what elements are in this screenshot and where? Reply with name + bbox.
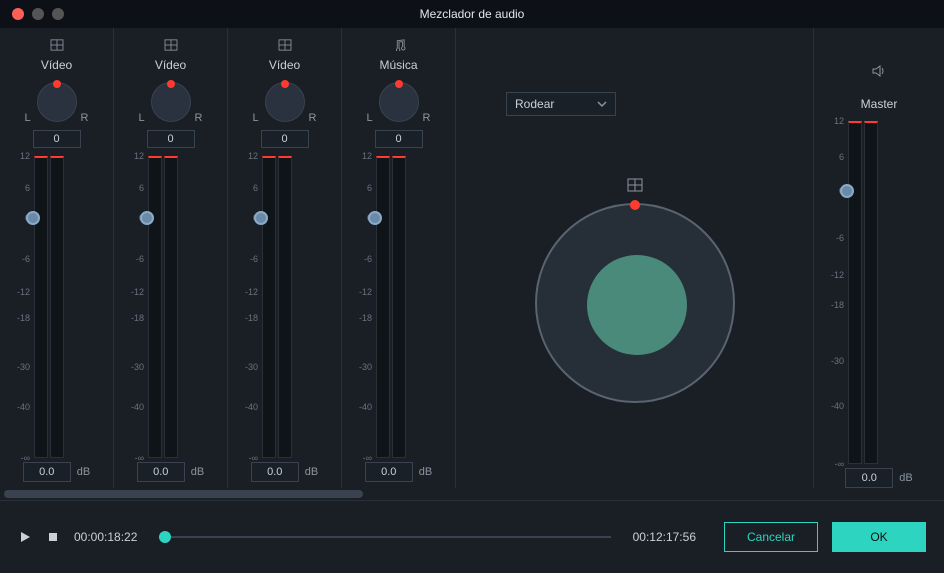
- video-icon: [49, 36, 65, 54]
- db-unit-label: dB: [305, 466, 318, 478]
- pan-knob-wrap: LR: [367, 78, 431, 126]
- surround-panel: Rodear: [456, 28, 814, 488]
- fader-knob[interactable]: [840, 184, 854, 198]
- fader-track[interactable]: [848, 121, 878, 464]
- pan-knob[interactable]: [379, 82, 419, 122]
- db-unit-label: dB: [899, 472, 912, 484]
- ok-button[interactable]: OK: [832, 522, 926, 552]
- scrollbar-thumb[interactable]: [4, 490, 363, 498]
- duration: 00:12:17:56: [633, 530, 696, 544]
- master-fader-area: 1260-6-12-18-30-40-∞: [814, 121, 944, 464]
- pan-right-label: R: [81, 112, 89, 124]
- master-db-input[interactable]: 0.0: [845, 468, 893, 488]
- fader-area: 1260-6-12-18-30-40-∞: [342, 156, 455, 458]
- channel-label: Vídeo: [269, 58, 300, 72]
- db-value-input[interactable]: 0.0: [251, 462, 299, 482]
- main-area: VídeoLR01260-6-12-18-30-40-∞0.0dBVídeoLR…: [0, 28, 944, 488]
- pan-right-label: R: [423, 112, 431, 124]
- speaker-icon: [871, 64, 887, 83]
- channel-strip-0: VídeoLR01260-6-12-18-30-40-∞0.0dB: [0, 28, 114, 488]
- pan-left-label: L: [253, 112, 259, 124]
- pan-knob[interactable]: [37, 82, 77, 122]
- fader-knob[interactable]: [368, 211, 382, 225]
- fader-knob[interactable]: [254, 211, 268, 225]
- fader-knob[interactable]: [140, 211, 154, 225]
- pan-knob-indicator: [281, 80, 289, 88]
- pan-knob-wrap: LR: [253, 78, 317, 126]
- playhead[interactable]: [159, 531, 171, 543]
- fader-area: 1260-6-12-18-30-40-∞: [228, 156, 341, 458]
- db-scale: 1260-6-12-18-30-40-∞: [348, 156, 372, 458]
- timeline[interactable]: [159, 536, 610, 538]
- pan-knob-wrap: LR: [139, 78, 203, 126]
- pan-knob-indicator: [167, 80, 175, 88]
- db-scale: 1260-6-12-18-30-40-∞: [820, 121, 844, 464]
- pan-knob-indicator: [53, 80, 61, 88]
- master-label: Master: [861, 97, 898, 111]
- fader-track[interactable]: [34, 156, 64, 458]
- window-title: Mezclador de audio: [0, 7, 944, 21]
- master-panel: Master 1260-6-12-18-30-40-∞ 0.0 dB: [814, 28, 944, 488]
- surround-mode-dropdown[interactable]: Rodear: [506, 92, 616, 116]
- fader-track[interactable]: [376, 156, 406, 458]
- channels-scrollbar[interactable]: [0, 488, 944, 500]
- fader-track[interactable]: [262, 156, 292, 458]
- fader-area: 1260-6-12-18-30-40-∞: [0, 156, 113, 458]
- db-scale: 1260-6-12-18-30-40-∞: [6, 156, 30, 458]
- channel-strip-container: VídeoLR01260-6-12-18-30-40-∞0.0dBVídeoLR…: [0, 28, 456, 488]
- db-value-input[interactable]: 0.0: [23, 462, 71, 482]
- db-unit-label: dB: [191, 466, 204, 478]
- channel-strip-2: VídeoLR01260-6-12-18-30-40-∞0.0dB: [228, 28, 342, 488]
- pan-knob-wrap: LR: [25, 78, 89, 126]
- db-unit-label: dB: [77, 466, 90, 478]
- db-scale: 1260-6-12-18-30-40-∞: [120, 156, 144, 458]
- current-time: 00:00:18:22: [74, 530, 137, 544]
- channel-label: Vídeo: [155, 58, 186, 72]
- db-value-input[interactable]: 0.0: [365, 462, 413, 482]
- video-icon: [163, 36, 179, 54]
- pan-knob[interactable]: [265, 82, 305, 122]
- pan-left-label: L: [25, 112, 31, 124]
- channel-strip-3: MúsicaLR01260-6-12-18-30-40-∞0.0dB: [342, 28, 456, 488]
- surround-pan-dot[interactable]: [630, 200, 640, 210]
- music-icon: [391, 36, 407, 54]
- channel-strip-1: VídeoLR01260-6-12-18-30-40-∞0.0dB: [114, 28, 228, 488]
- channel-label: Música: [379, 58, 417, 72]
- play-button[interactable]: [18, 530, 32, 544]
- db-value-input[interactable]: 0.0: [137, 462, 185, 482]
- pan-value-input[interactable]: 0: [261, 130, 309, 148]
- channel-label: Vídeo: [41, 58, 72, 72]
- transport-bar: 00:00:18:22 00:12:17:56 Cancelar OK: [0, 500, 944, 572]
- pan-knob[interactable]: [151, 82, 191, 122]
- cancel-button[interactable]: Cancelar: [724, 522, 818, 552]
- surround-source-icon: [627, 178, 643, 197]
- video-icon: [277, 36, 293, 54]
- stop-button[interactable]: [46, 530, 60, 544]
- pan-value-input[interactable]: 0: [147, 130, 195, 148]
- db-scale: 1260-6-12-18-30-40-∞: [234, 156, 258, 458]
- fader-area: 1260-6-12-18-30-40-∞: [114, 156, 227, 458]
- pan-right-label: R: [309, 112, 317, 124]
- surround-pan-inner: [587, 255, 687, 355]
- pan-value-input[interactable]: 0: [33, 130, 81, 148]
- pan-value-input[interactable]: 0: [375, 130, 423, 148]
- dropdown-label: Rodear: [515, 97, 554, 111]
- titlebar: Mezclador de audio: [0, 0, 944, 28]
- pan-right-label: R: [195, 112, 203, 124]
- fader-track[interactable]: [148, 156, 178, 458]
- db-unit-label: dB: [419, 466, 432, 478]
- chevron-down-icon: [597, 99, 607, 109]
- fader-knob[interactable]: [26, 211, 40, 225]
- pan-knob-indicator: [395, 80, 403, 88]
- surround-pan-ring[interactable]: [535, 203, 735, 403]
- pan-left-label: L: [367, 112, 373, 124]
- pan-left-label: L: [139, 112, 145, 124]
